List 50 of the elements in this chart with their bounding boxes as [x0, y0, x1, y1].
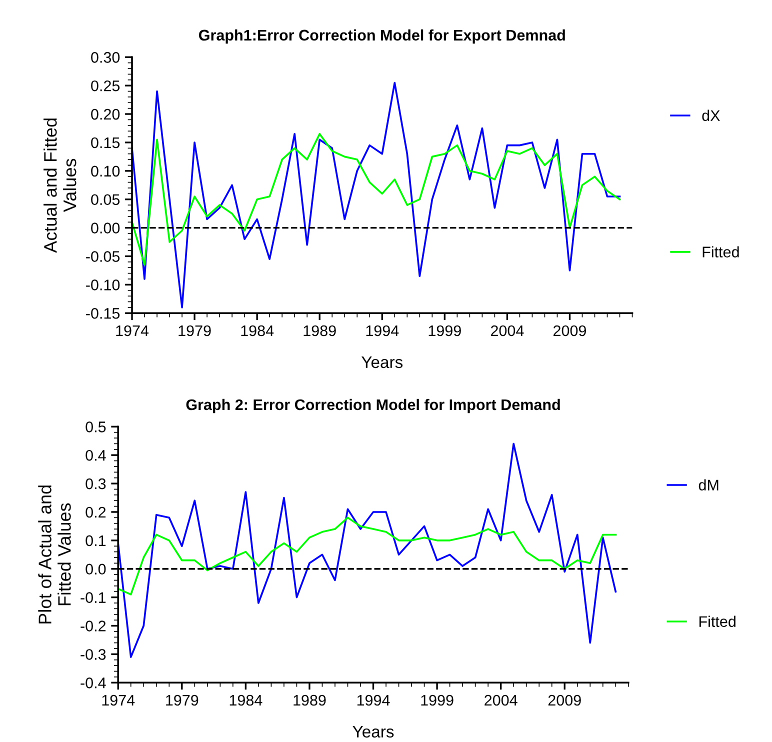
- chart-title: Graph1:Error Correction Model for Export Demnad: [198, 29, 565, 44]
- x-tick-label: 1989: [294, 694, 326, 706]
- legend-label: Fitted: [702, 246, 739, 258]
- x-tick-label: 2009: [554, 325, 586, 336]
- x-tick-label: 1984: [230, 694, 262, 706]
- x-tick-label: 2004: [484, 694, 518, 706]
- y-tick-label: -0.4: [80, 678, 106, 688]
- y-tick-label: -0.1: [80, 592, 106, 603]
- x-tick-label: 1979: [166, 694, 198, 706]
- x-tick-label: 1994: [366, 325, 399, 336]
- y-tick-label: -0.15: [86, 308, 120, 319]
- y-axis-title: Plot of Actual and Fitted Values: [38, 486, 71, 624]
- x-tick-label: 1974: [116, 325, 149, 336]
- y-axis-title: Actual and Fitted Values: [44, 118, 76, 253]
- y-tick-label: 0.2: [86, 506, 106, 518]
- line-series: [118, 442, 617, 658]
- chart-title: Graph 2: Error Correction Model for Import Demand: [186, 398, 560, 414]
- line-series: [118, 516, 617, 596]
- y-tick-label: 0.30: [91, 52, 120, 63]
- y-tick-label: -0.05: [86, 251, 120, 262]
- x-tick-label: 1979: [178, 325, 211, 336]
- y-tick-label: 0.3: [86, 478, 106, 490]
- x-axis-title: Years: [352, 726, 394, 738]
- y-tick-label: 0.20: [91, 108, 120, 120]
- y-tick-label: 0.05: [91, 194, 120, 206]
- y-tick-label: 0.4: [86, 450, 106, 461]
- x-tick-label: 2009: [548, 694, 581, 706]
- legend-label: dX: [702, 110, 720, 121]
- y-tick-label: 0.1: [86, 535, 106, 546]
- x-tick-label: 1974: [102, 694, 135, 706]
- legend-label: dM: [698, 479, 718, 491]
- x-axis-title: Years: [362, 356, 403, 368]
- y-tick-label: -0.10: [86, 280, 120, 290]
- x-tick-label: 1999: [421, 694, 454, 706]
- legend-label: Fitted: [699, 616, 736, 627]
- x-tick-label: 1994: [357, 694, 390, 706]
- y-tick-label: -0.3: [80, 649, 106, 660]
- y-tick-label: -0.2: [80, 620, 106, 632]
- y-tick-label: 0.25: [91, 80, 120, 92]
- x-tick-label: 1999: [428, 325, 461, 336]
- y-tick-label: 0.00: [91, 222, 120, 234]
- y-tick-label: 0.0: [86, 564, 106, 575]
- x-tick-label: 1989: [304, 325, 336, 336]
- x-tick-label: 1984: [241, 325, 274, 336]
- line-series: [132, 133, 621, 266]
- x-tick-label: 2004: [490, 325, 524, 336]
- y-tick-label: 0.5: [86, 422, 106, 432]
- y-tick-label: 0.10: [91, 166, 120, 177]
- line-series: [132, 82, 621, 308]
- y-tick-label: 0.15: [91, 137, 120, 148]
